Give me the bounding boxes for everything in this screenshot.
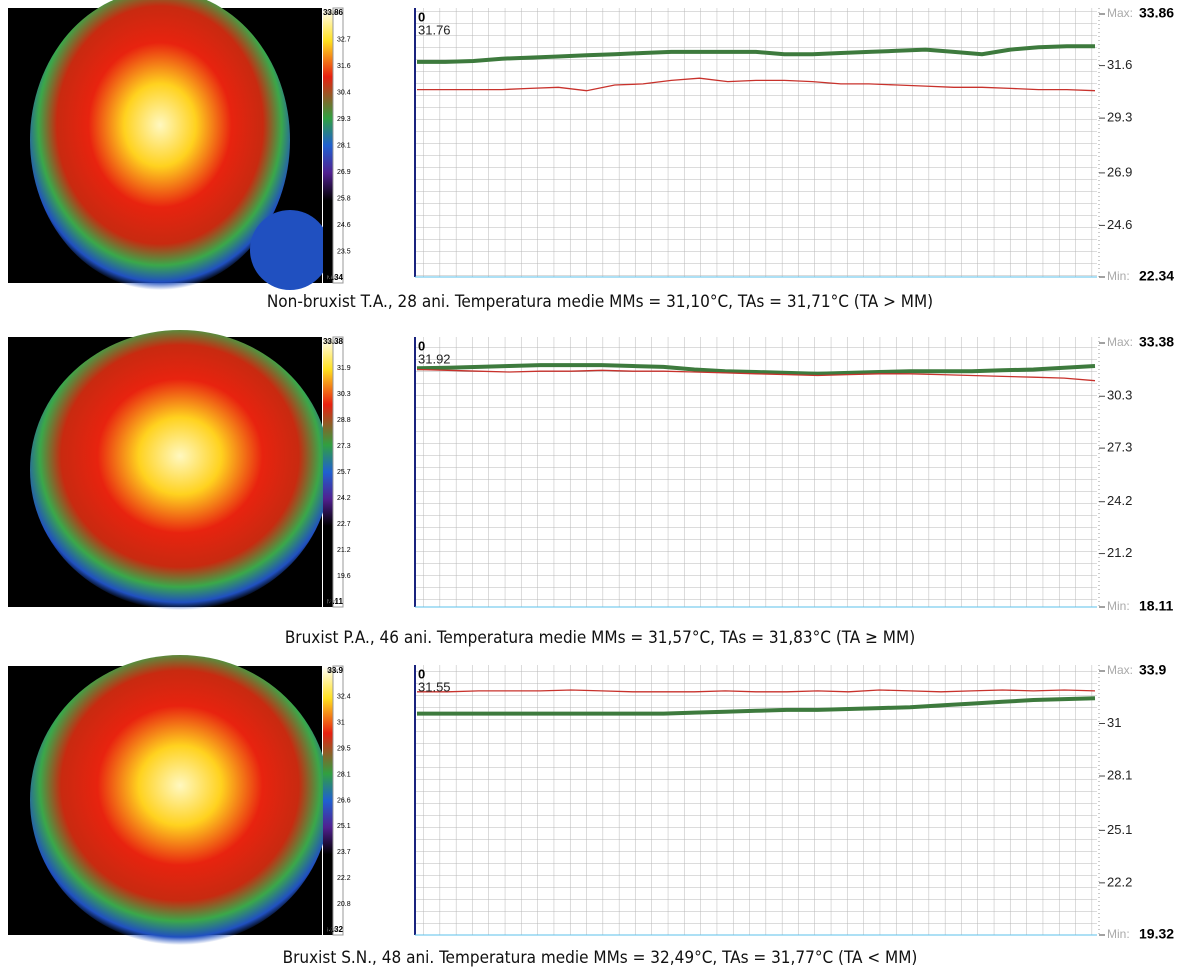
colorbar-label: Max: — [327, 340, 340, 346]
series-line — [417, 689, 1096, 693]
y-extreme-label: Min: — [1107, 599, 1130, 613]
colorbar-tick-label: 24.2 — [337, 495, 351, 502]
colorbar-frame — [332, 665, 344, 936]
thermal-image — [8, 0, 330, 945]
y-tick-label: 27.3 — [1107, 440, 1132, 455]
colorbar-tick-label: 19.32 — [323, 925, 344, 934]
colorbar-tick-label: 28.1 — [337, 142, 351, 149]
y-tick-label: 29.3 — [1107, 110, 1132, 125]
y-tick-label: 33.38 — [1139, 334, 1174, 350]
colorbar-tick-label: 33.9 — [327, 666, 343, 675]
cursor-value: 31.76 — [418, 22, 451, 37]
y-extreme-label: Max: — [1107, 335, 1133, 349]
colorbar-label: Min: — [327, 600, 339, 606]
series-line — [417, 77, 1096, 92]
y-tick-label: 25.1 — [1107, 822, 1132, 837]
colorbar-tick-label: 32.4 — [337, 694, 351, 701]
colorbar-label: Max: — [327, 11, 340, 17]
cursor-label: 0 — [418, 9, 425, 24]
colorbar-tick-label: 30.3 — [337, 391, 351, 398]
colorbar-tick-label: 28.8 — [337, 417, 351, 424]
colorbar-tick-label: 31.6 — [337, 63, 351, 70]
caption: Bruxist S.N., 48 ani. Temperatura medie … — [283, 948, 918, 968]
colorbar-tick-label: 27.3 — [337, 443, 351, 450]
colorbar-tick-label: 31.9 — [337, 365, 351, 372]
y-tick-label: 19.32 — [1139, 926, 1174, 942]
colorbar-tick-label: 20.8 — [337, 901, 351, 908]
colorbar-frame — [332, 336, 344, 608]
colorbar-tick-label: 22.34 — [323, 273, 344, 282]
series-line — [417, 696, 1096, 716]
colorbar-tick-label: 30.4 — [337, 89, 351, 96]
colorbar-tick-label: 29.3 — [337, 116, 351, 123]
colorbar-tick-label: 31 — [337, 720, 345, 727]
colorbar-label: Max: — [327, 669, 340, 675]
colorbar-tick-label: 23.5 — [337, 248, 351, 255]
colorbar-tick-label: 22.2 — [337, 875, 351, 882]
colorbar — [323, 337, 333, 607]
y-tick-label: 33.86 — [1139, 5, 1174, 21]
y-extreme-label: Min: — [1107, 927, 1130, 941]
y-tick-label: 18.11 — [1139, 598, 1173, 614]
y-tick-label: 21.2 — [1107, 545, 1132, 560]
caption: Non-bruxist T.A., 28 ani. Temperatura me… — [267, 292, 933, 312]
colorbar-label: Min: — [327, 928, 339, 934]
y-tick-label: 22.2 — [1107, 874, 1132, 889]
colorbar-tick-label: 18.11 — [323, 597, 343, 606]
y-extreme-label: Max: — [1107, 6, 1133, 20]
colorbar-tick-label: 22.7 — [337, 521, 351, 528]
colorbar-tick-label: 28.1 — [337, 771, 351, 778]
grid — [415, 8, 1097, 277]
colorbar — [323, 8, 333, 283]
colorbar-label: Min: — [327, 276, 339, 282]
colorbar-tick-label: 21.2 — [337, 547, 351, 554]
y-tick-label: 31 — [1107, 715, 1121, 730]
y-tick-label: 30.3 — [1107, 388, 1132, 403]
colorbar-tick-label: 25.8 — [337, 195, 351, 202]
colorbar-tick-label: 25.1 — [337, 823, 351, 830]
grid — [415, 665, 1097, 935]
y-tick-label: 31.6 — [1107, 57, 1132, 72]
series-line — [417, 44, 1095, 64]
y-tick-label: 28.1 — [1107, 767, 1132, 782]
y-tick-label: 26.9 — [1107, 164, 1132, 179]
y-tick-label: 33.9 — [1139, 662, 1166, 678]
colorbar-tick-label: 26.9 — [337, 169, 351, 176]
cursor-value: 31.55 — [418, 679, 451, 694]
colorbar-tick-label: 23.7 — [337, 849, 351, 856]
colorbar-frame — [332, 7, 344, 284]
colorbar — [323, 666, 333, 935]
series-line — [416, 368, 1096, 382]
cursor-value: 31.92 — [418, 351, 451, 366]
cursor-label: 0 — [418, 338, 425, 353]
colorbar-tick-label: 25.7 — [337, 469, 351, 476]
colorbar-tick-label: 33.86 — [323, 8, 344, 17]
colorbar-tick-label: 19.6 — [337, 573, 351, 580]
y-tick-label: 22.34 — [1139, 268, 1174, 284]
y-extreme-label: Max: — [1107, 663, 1133, 677]
y-tick-label: 24.6 — [1107, 217, 1132, 232]
y-tick-label: 24.2 — [1107, 493, 1132, 508]
colorbar-tick-label: 26.6 — [337, 797, 351, 804]
series-line — [416, 363, 1096, 376]
caption: Bruxist P.A., 46 ani. Temperatura medie … — [285, 628, 915, 648]
y-extreme-label: Min: — [1107, 269, 1130, 283]
grid — [415, 337, 1097, 607]
cursor-label: 0 — [418, 666, 425, 681]
colorbar-tick-label: 24.6 — [337, 222, 351, 229]
colorbar-tick-label: 29.5 — [337, 746, 351, 753]
colorbar-tick-label: 33.38 — [323, 337, 344, 346]
colorbar-tick-label: 32.7 — [337, 36, 351, 43]
